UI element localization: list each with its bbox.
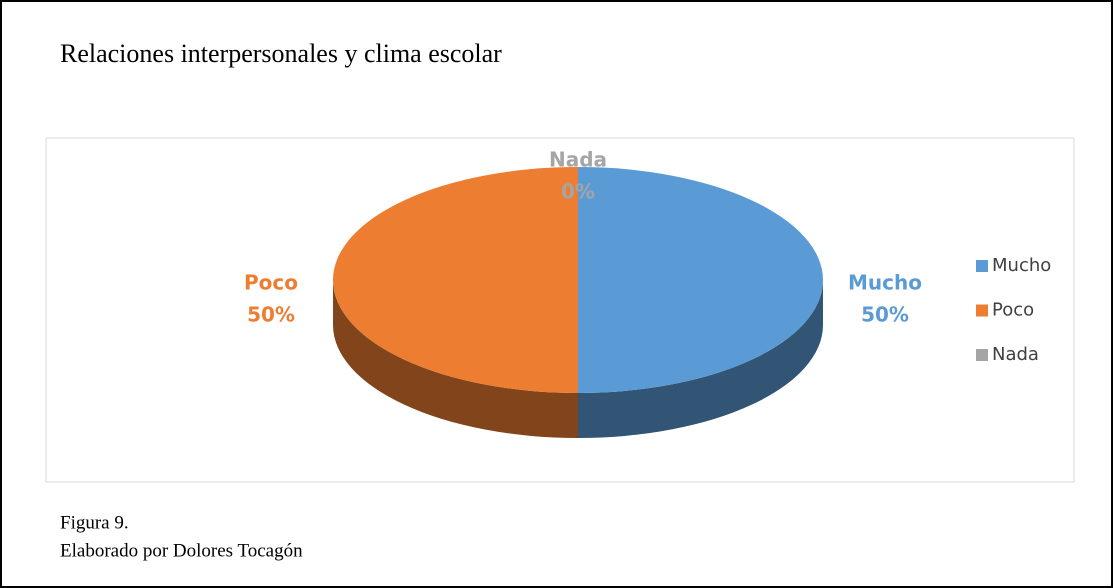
legend-label: Mucho <box>992 255 1051 276</box>
data-label-name: Poco <box>244 271 298 295</box>
legend-swatch <box>976 260 988 272</box>
figure-label: Figura 9. <box>60 512 129 533</box>
credit: Elaborado por Dolores Tocagón <box>60 540 303 561</box>
data-label: 0% <box>561 180 595 204</box>
slice <box>578 167 823 393</box>
legend-swatch <box>976 304 988 317</box>
data-label: 50% <box>247 303 295 327</box>
data-label: 50% <box>861 303 909 327</box>
legend-swatch <box>976 349 988 361</box>
slice-side <box>333 280 578 438</box>
legend-label: Poco <box>992 300 1034 321</box>
data-label-name: Mucho <box>848 271 922 295</box>
slice-side <box>578 280 823 438</box>
chart-title: Relaciones interpersonales y clima escol… <box>60 39 502 68</box>
legend-label: Nada <box>992 344 1039 365</box>
data-label-name: Nada <box>549 148 607 172</box>
slice <box>333 167 578 393</box>
